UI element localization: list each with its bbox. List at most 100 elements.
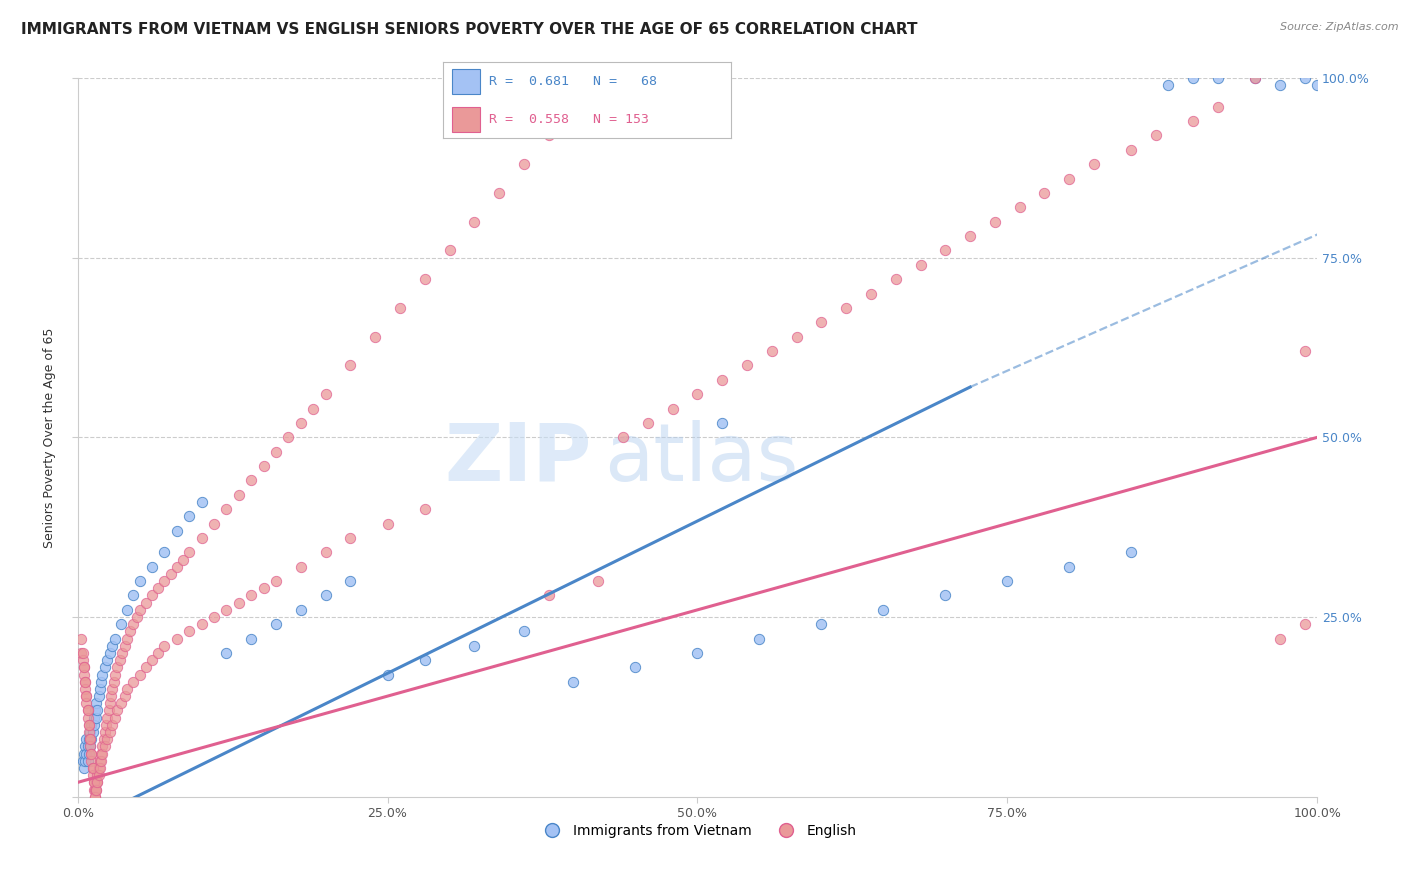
Point	[80, 732, 103, 747]
Point	[388, 301, 411, 315]
Point	[105, 660, 128, 674]
Point	[1157, 78, 1180, 92]
Point	[513, 157, 536, 171]
Point	[101, 718, 124, 732]
Point	[884, 272, 907, 286]
Point	[128, 667, 150, 681]
Text: atlas: atlas	[605, 420, 799, 498]
Point	[101, 639, 124, 653]
Point	[302, 401, 325, 416]
Point	[96, 653, 118, 667]
Point	[79, 739, 101, 754]
Point	[77, 725, 100, 739]
Text: R =  0.558   N = 153: R = 0.558 N = 153	[489, 113, 650, 126]
Point	[114, 639, 136, 653]
Point	[1144, 128, 1167, 143]
Point	[91, 739, 114, 754]
Point	[761, 344, 783, 359]
Text: ZIP: ZIP	[444, 420, 592, 498]
Point	[111, 646, 134, 660]
Point	[228, 488, 250, 502]
Point	[835, 301, 858, 315]
Point	[661, 401, 683, 416]
Point	[166, 524, 188, 538]
Point	[488, 186, 510, 200]
Point	[104, 667, 127, 681]
Point	[84, 782, 107, 797]
Point	[76, 704, 98, 718]
Point	[83, 711, 105, 725]
Point	[513, 624, 536, 639]
Point	[810, 617, 832, 632]
Point	[96, 732, 118, 747]
Point	[103, 674, 125, 689]
Point	[215, 502, 238, 516]
Point	[80, 747, 103, 761]
Bar	[451, 107, 481, 132]
Point	[87, 768, 110, 782]
Point	[135, 596, 157, 610]
Point	[166, 632, 188, 646]
Text: IMMIGRANTS FROM VIETNAM VS ENGLISH SENIORS POVERTY OVER THE AGE OF 65 CORRELATIO: IMMIGRANTS FROM VIETNAM VS ENGLISH SENIO…	[21, 22, 918, 37]
Point	[101, 681, 124, 696]
Point	[240, 474, 263, 488]
Point	[1294, 617, 1316, 632]
Point	[110, 696, 132, 710]
Point	[1008, 200, 1031, 214]
Point	[748, 632, 770, 646]
Point	[1206, 100, 1229, 114]
Point	[141, 559, 163, 574]
Point	[984, 215, 1007, 229]
Point	[84, 711, 107, 725]
Point	[89, 681, 111, 696]
Point	[153, 574, 176, 588]
Point	[76, 739, 98, 754]
Point	[73, 660, 96, 674]
Point	[172, 552, 194, 566]
Point	[872, 603, 894, 617]
Point	[75, 674, 97, 689]
Point	[87, 689, 110, 703]
Point	[115, 681, 138, 696]
Point	[686, 646, 709, 660]
Point	[89, 761, 111, 775]
Point	[711, 416, 734, 430]
Point	[1268, 78, 1291, 92]
Point	[82, 725, 104, 739]
Point	[1083, 157, 1105, 171]
Point	[686, 387, 709, 401]
Point	[934, 244, 956, 258]
Text: R =  0.681   N =   68: R = 0.681 N = 68	[489, 75, 657, 88]
Point	[79, 732, 101, 747]
Point	[72, 754, 94, 768]
Point	[79, 725, 101, 739]
Point	[290, 416, 312, 430]
Point	[141, 653, 163, 667]
Point	[562, 100, 585, 114]
Point	[1059, 171, 1081, 186]
Point	[128, 603, 150, 617]
Point	[910, 258, 932, 272]
Point	[290, 603, 312, 617]
Point	[90, 754, 112, 768]
Point	[413, 502, 436, 516]
Point	[83, 782, 105, 797]
Point	[315, 387, 337, 401]
Point	[141, 589, 163, 603]
Point	[75, 754, 97, 768]
Point	[80, 754, 103, 768]
Point	[537, 128, 560, 143]
Point	[96, 718, 118, 732]
Point	[339, 574, 361, 588]
Point	[1121, 143, 1143, 157]
Point	[1121, 545, 1143, 559]
Point	[104, 711, 127, 725]
Point	[190, 495, 212, 509]
Point	[114, 689, 136, 703]
Point	[711, 373, 734, 387]
Point	[94, 660, 117, 674]
Y-axis label: Seniors Poverty Over the Age of 65: Seniors Poverty Over the Age of 65	[44, 327, 56, 548]
Point	[252, 582, 274, 596]
Point	[439, 244, 461, 258]
Point	[586, 574, 609, 588]
